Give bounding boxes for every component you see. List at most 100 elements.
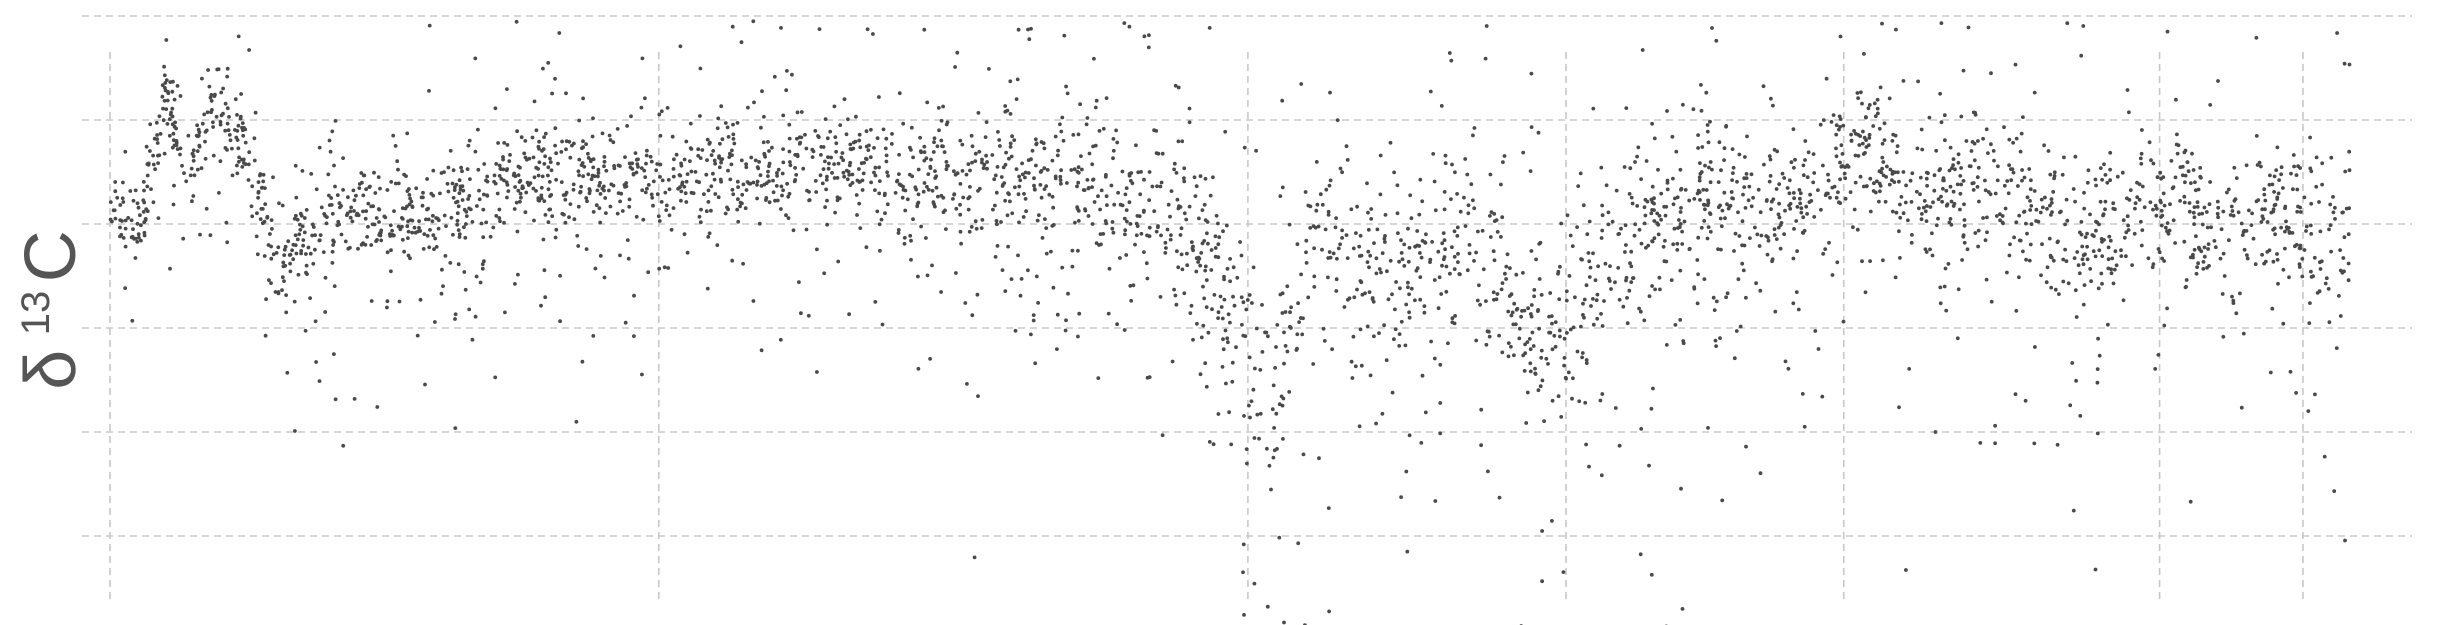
- data-point: [679, 189, 684, 194]
- data-point: [1932, 188, 1937, 193]
- data-point: [2043, 195, 2047, 200]
- data-point: [2041, 205, 2045, 210]
- data-point: [1680, 607, 1685, 611]
- data-point: [478, 280, 483, 285]
- data-point: [1522, 369, 1527, 373]
- data-point: [1568, 327, 1573, 332]
- data-point: [1217, 235, 1222, 240]
- data-point: [502, 220, 506, 225]
- data-point: [480, 262, 485, 267]
- data-point: [1919, 217, 1924, 222]
- data-point: [203, 156, 208, 161]
- data-point: [2331, 195, 2335, 199]
- data-point: [1600, 203, 1604, 208]
- data-point: [1700, 145, 1705, 149]
- data-point: [327, 193, 331, 198]
- y-axis-label: δ 13 C: [11, 230, 91, 389]
- data-point: [981, 166, 986, 171]
- data-point: [2324, 276, 2329, 281]
- data-point: [1340, 236, 1344, 240]
- data-point: [987, 67, 991, 71]
- data-point: [1890, 178, 1894, 183]
- data-point: [731, 137, 736, 141]
- data-point: [2292, 164, 2297, 169]
- data-point: [263, 333, 268, 338]
- data-point: [553, 76, 557, 81]
- data-point: [977, 186, 982, 191]
- data-point: [1051, 223, 1056, 227]
- data-point: [2230, 209, 2235, 213]
- data-point: [2044, 280, 2049, 285]
- data-point: [321, 250, 326, 255]
- data-point: [2093, 254, 2098, 259]
- data-point: [2047, 236, 2052, 241]
- data-point: [1807, 200, 1812, 205]
- data-point: [1581, 301, 1585, 306]
- data-point: [440, 267, 444, 272]
- data-point: [607, 188, 611, 193]
- data-point: [823, 159, 827, 164]
- data-point: [1696, 133, 1700, 138]
- data-point: [1768, 157, 1773, 162]
- data-point: [698, 220, 703, 225]
- data-point: [1973, 231, 1978, 235]
- data-point: [763, 154, 767, 159]
- data-point: [1741, 192, 1745, 197]
- data-point: [292, 216, 297, 221]
- data-point: [1420, 199, 1425, 204]
- data-point: [1431, 152, 1436, 156]
- data-point: [2159, 215, 2163, 219]
- data-point: [283, 244, 288, 249]
- data-point: [462, 270, 467, 274]
- data-point: [1536, 388, 1541, 393]
- data-point: [1735, 179, 1739, 184]
- data-point: [1951, 157, 1956, 162]
- data-point: [1785, 186, 1790, 190]
- data-point: [1271, 455, 1276, 460]
- data-point: [1629, 280, 1634, 284]
- data-point: [1205, 231, 1209, 236]
- data-point: [1628, 261, 1632, 266]
- data-point: [1740, 219, 1745, 224]
- data-point: [1678, 318, 1683, 322]
- data-point: [2052, 174, 2057, 178]
- data-point: [1191, 337, 1195, 342]
- data-point: [1228, 257, 1232, 261]
- data-point: [223, 146, 228, 150]
- data-point: [1436, 306, 1441, 311]
- data-point: [2196, 187, 2201, 192]
- data-point: [645, 148, 649, 153]
- data-point: [2165, 29, 2170, 34]
- data-point: [138, 213, 142, 218]
- data-point: [408, 196, 412, 201]
- data-point: [2008, 242, 2012, 247]
- data-point: [1745, 134, 1749, 139]
- data-point: [1314, 160, 1319, 164]
- data-point: [364, 187, 368, 192]
- data-point: [2194, 234, 2198, 239]
- data-point: [332, 163, 336, 168]
- data-point: [2093, 177, 2098, 182]
- data-point: [2342, 235, 2347, 240]
- data-point: [1227, 410, 1231, 415]
- data-point: [2183, 180, 2187, 185]
- data-point: [815, 247, 819, 252]
- data-point: [1220, 316, 1225, 321]
- data-point: [144, 144, 149, 149]
- data-point: [1873, 190, 1878, 195]
- data-point: [2020, 178, 2024, 183]
- data-point: [1939, 21, 1944, 25]
- data-point: [227, 115, 231, 119]
- data-point: [2073, 288, 2078, 293]
- data-point: [360, 242, 365, 246]
- data-point: [1197, 216, 1201, 221]
- data-point: [793, 166, 797, 170]
- data-point: [1840, 164, 1845, 168]
- data-point: [1288, 310, 1292, 315]
- data-point: [1280, 403, 1285, 408]
- data-point: [318, 233, 323, 238]
- data-point: [779, 26, 783, 30]
- data-point: [564, 147, 568, 152]
- data-point: [2251, 236, 2256, 241]
- data-point: [1522, 308, 1527, 313]
